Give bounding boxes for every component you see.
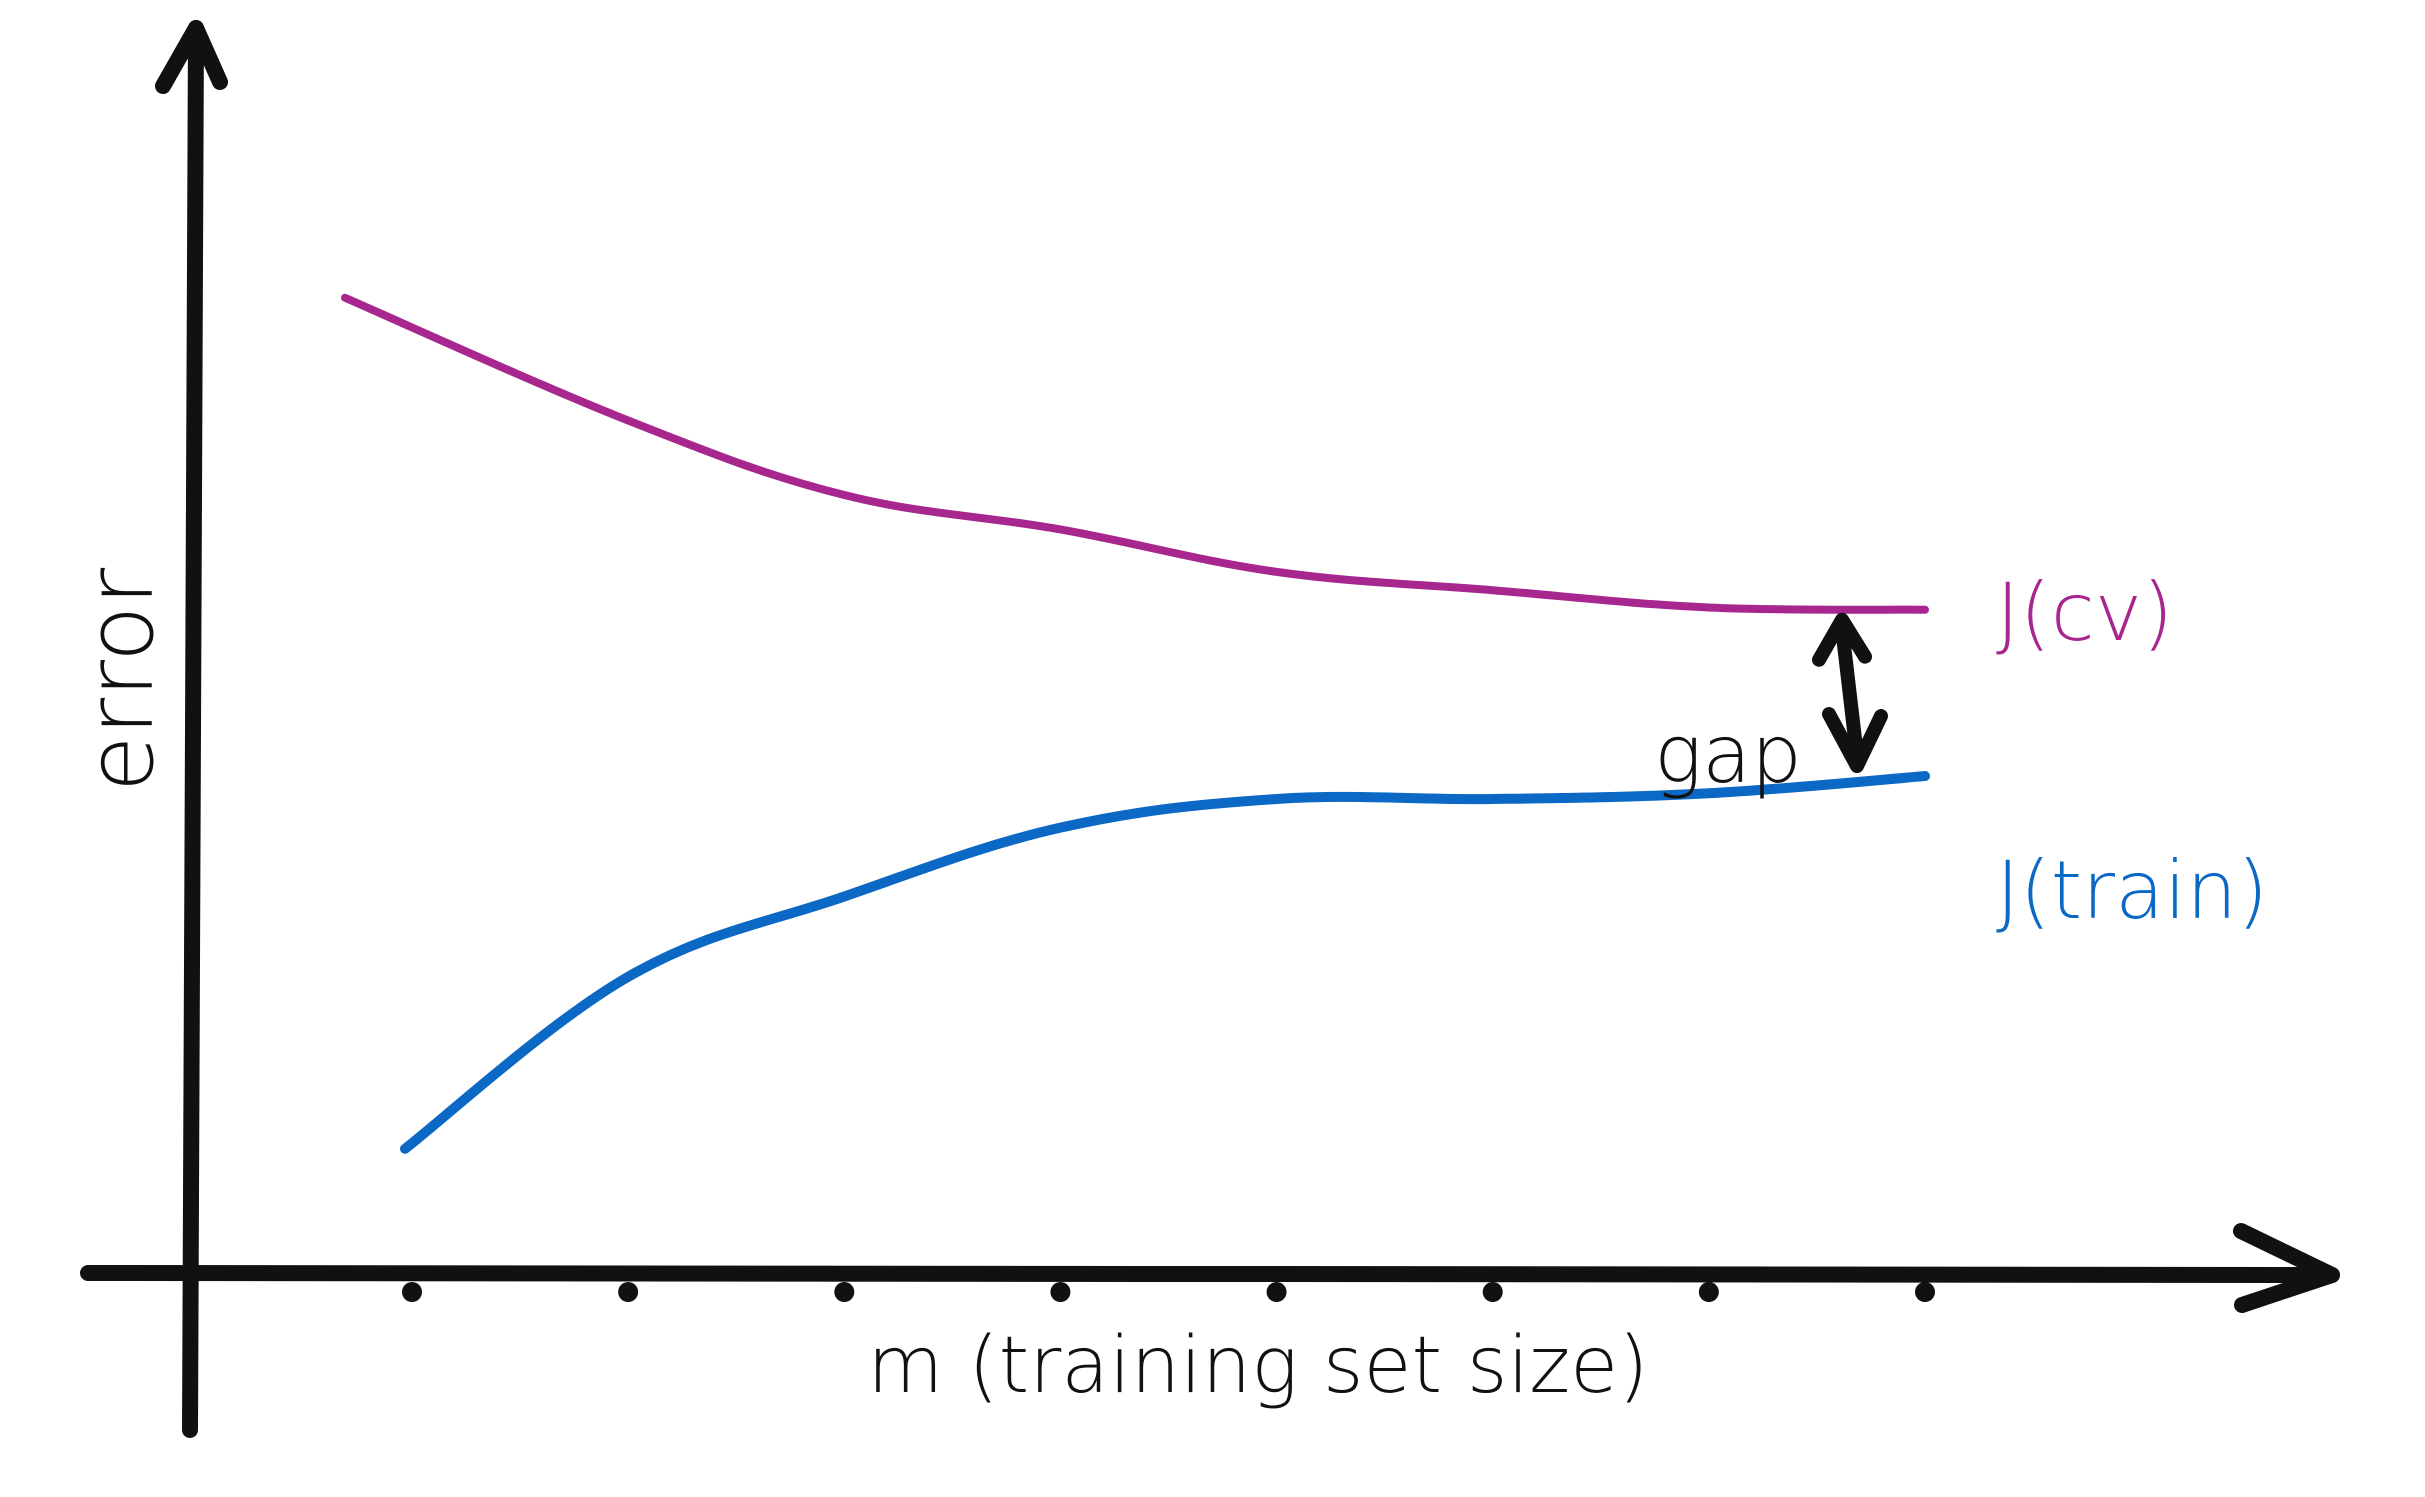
x-axis-label: m (training set size): [867, 1321, 1648, 1411]
x-tick-dot-3: [834, 1282, 855, 1302]
gap-label: gap: [1654, 708, 1802, 801]
series-label-jcv: J(cv): [1996, 566, 2173, 659]
series-line-jtrain: [400, 771, 1930, 1154]
x-tick-dot-4: [1050, 1282, 1071, 1302]
y-axis-line: [182, 20, 204, 1438]
x-tick-dot-7: [1698, 1282, 1719, 1302]
y-axis-label: error: [67, 568, 174, 793]
y-axis-arrowhead: [155, 20, 228, 94]
x-axis-line: [80, 1265, 2340, 1283]
x-tick-dot-6: [1482, 1282, 1503, 1302]
annotation-layer: [1812, 612, 1888, 774]
x-tick-dot-5: [1266, 1282, 1287, 1302]
series-line-jcv: [341, 293, 1929, 614]
series-layer: [341, 293, 1930, 1154]
x-tick-dot-2: [618, 1282, 639, 1302]
gap-arrow-shaft: [1835, 620, 1864, 764]
axes: [80, 20, 2340, 1438]
x-tick-dot-1: [402, 1282, 422, 1302]
x-tick-dot-8: [1915, 1282, 1935, 1302]
x-axis-arrowhead: [2233, 1223, 2340, 1313]
gap-arrowhead-up: [1812, 612, 1872, 667]
x-axis-ticks: [402, 1282, 1935, 1302]
gap-arrowhead-down: [1822, 707, 1888, 774]
series-label-jtrain: J(train): [1996, 844, 2268, 937]
